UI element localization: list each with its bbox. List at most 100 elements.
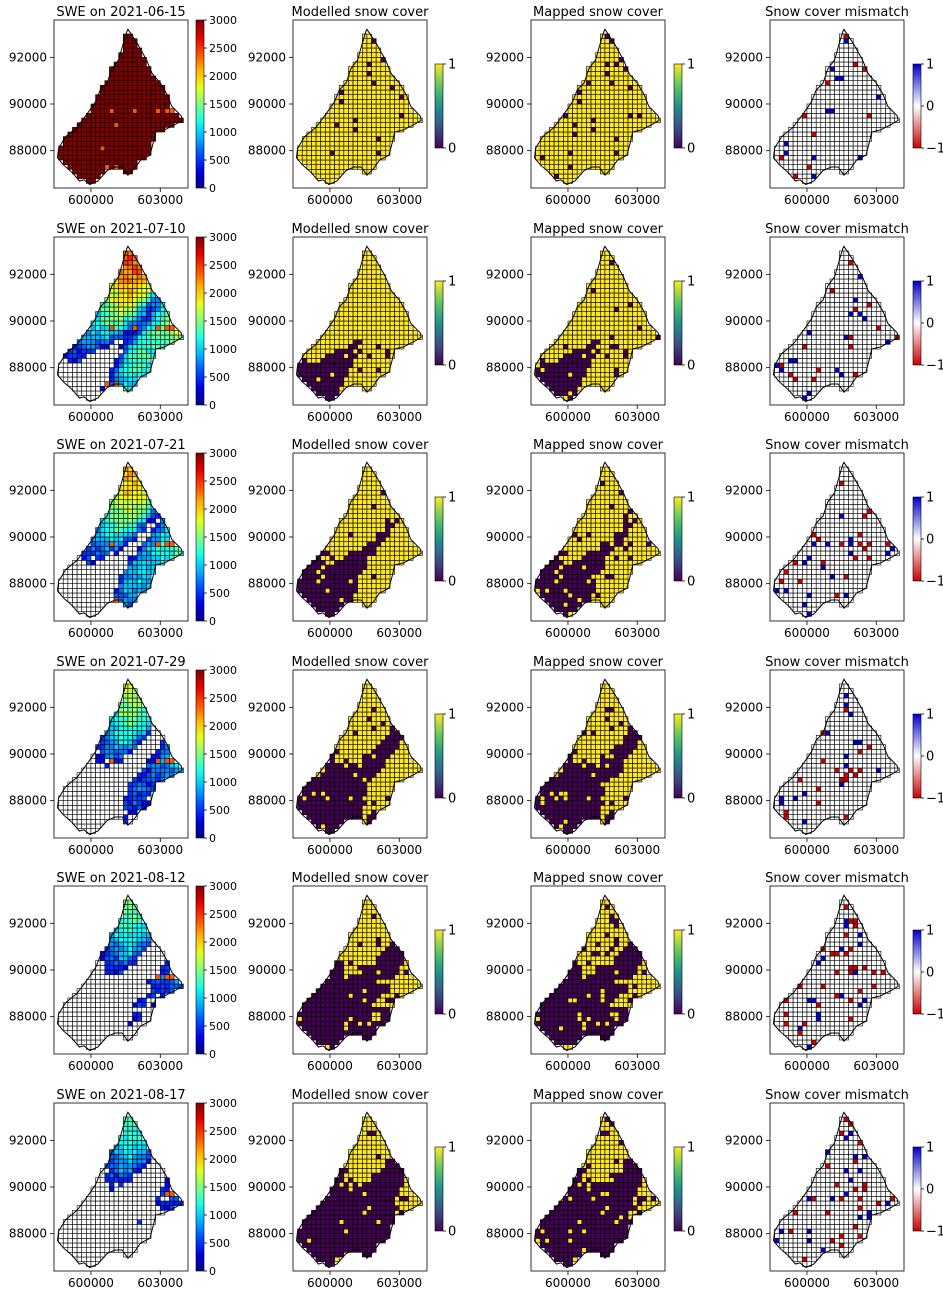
mismatch-cell bbox=[829, 532, 835, 538]
swe-cell bbox=[118, 320, 124, 326]
swe-cell bbox=[81, 358, 87, 364]
mapped-cell bbox=[595, 89, 601, 95]
map-area bbox=[772, 461, 900, 619]
mapped-cell bbox=[595, 127, 601, 133]
swe-cell bbox=[123, 278, 129, 284]
mapped-cell bbox=[549, 362, 555, 368]
mapped-cell bbox=[553, 344, 560, 350]
mapped-cell bbox=[604, 518, 610, 524]
mismatch-cell bbox=[820, 320, 826, 326]
swe-cell bbox=[132, 560, 138, 566]
modelled-cell bbox=[325, 560, 331, 566]
swe-cell bbox=[123, 550, 129, 556]
mapped-cell bbox=[609, 588, 615, 594]
modelled-cell bbox=[362, 150, 368, 156]
modelled-cell bbox=[329, 564, 335, 570]
swe-cell bbox=[127, 47, 133, 53]
mapped-cell bbox=[586, 560, 592, 566]
mapped-cell bbox=[627, 89, 633, 95]
modelled-cell bbox=[385, 108, 391, 114]
mapped-cell bbox=[604, 127, 610, 133]
swe-cell bbox=[95, 597, 101, 603]
modelled-cell bbox=[362, 94, 368, 100]
modelled-cell bbox=[329, 339, 335, 345]
mismatch-cell bbox=[839, 136, 845, 142]
mismatch-cell bbox=[834, 131, 840, 137]
swe-cell bbox=[58, 150, 64, 156]
colorbar-tick-label: 1 bbox=[926, 275, 934, 290]
swe-cell bbox=[123, 583, 129, 589]
mapped-cell bbox=[618, 145, 624, 151]
swe-cell bbox=[155, 94, 161, 100]
mismatch-cell bbox=[857, 66, 863, 72]
mapped-cell bbox=[558, 150, 564, 156]
modelled-cell bbox=[385, 80, 391, 86]
mapped-cell bbox=[604, 334, 610, 340]
panel-title: Mapped snow cover bbox=[533, 5, 664, 20]
mismatch-cell bbox=[820, 522, 826, 528]
modelled-cell bbox=[371, 155, 377, 161]
mapped-cell bbox=[590, 550, 596, 556]
mapped-cell bbox=[567, 164, 573, 170]
modelled-cell bbox=[362, 316, 368, 322]
mapped-cell bbox=[572, 606, 578, 612]
modelled-cell bbox=[297, 367, 303, 373]
modelled-cell bbox=[343, 358, 349, 364]
mismatch-cell bbox=[806, 550, 812, 556]
modelled-cell bbox=[306, 362, 312, 368]
swe-cell bbox=[146, 80, 152, 86]
mapped-cell bbox=[581, 330, 587, 336]
mismatch-cell bbox=[843, 264, 849, 270]
swe-cell bbox=[86, 155, 92, 161]
modelled-cell bbox=[371, 47, 377, 53]
modelled-cell bbox=[371, 504, 377, 510]
modelled-cell bbox=[338, 578, 345, 584]
modelled-cell bbox=[348, 367, 354, 373]
mapped-cell bbox=[590, 99, 596, 105]
modelled-cell bbox=[375, 485, 382, 491]
mismatch-cell bbox=[857, 113, 863, 119]
mismatch-cell bbox=[788, 376, 794, 382]
modelled-cell bbox=[366, 80, 372, 86]
mapped-cell bbox=[600, 75, 606, 81]
mismatch-cell bbox=[839, 376, 845, 382]
mapped-cell bbox=[609, 494, 615, 500]
mapped-cell bbox=[563, 578, 569, 584]
mapped-cell bbox=[567, 555, 573, 561]
mapped-cell bbox=[590, 141, 596, 147]
swe-cell bbox=[123, 320, 129, 326]
mismatch-cell bbox=[862, 297, 868, 303]
mismatch-cell bbox=[862, 75, 868, 81]
mismatch-cell bbox=[848, 43, 854, 49]
swe-cell bbox=[109, 145, 115, 151]
modelled-cell bbox=[362, 99, 368, 105]
modelled-cell bbox=[352, 99, 358, 105]
swe-cell bbox=[146, 113, 152, 119]
mapped-cell bbox=[590, 353, 596, 359]
mapped-cell bbox=[549, 155, 555, 161]
swe-cell bbox=[113, 541, 119, 547]
swe-cell bbox=[86, 381, 92, 387]
swe-cell bbox=[113, 550, 119, 556]
modelled-cell bbox=[343, 145, 349, 151]
swe-cell bbox=[136, 288, 143, 294]
modelled-cell bbox=[398, 334, 405, 340]
mismatch-cell bbox=[825, 108, 831, 114]
modelled-cell bbox=[329, 569, 335, 575]
mapped-cell bbox=[600, 494, 606, 500]
colorbar-tick-label: 1 bbox=[687, 58, 695, 73]
swe-cell bbox=[132, 94, 138, 100]
mapped-cell bbox=[595, 75, 601, 81]
mismatch-cell bbox=[852, 288, 859, 294]
mapped-cell bbox=[618, 108, 624, 114]
mapped-cell bbox=[572, 339, 578, 345]
mapped-cell bbox=[544, 358, 550, 364]
swe-cell bbox=[118, 117, 124, 123]
mapped-cell bbox=[609, 292, 615, 298]
modelled-cell bbox=[375, 131, 382, 137]
modelled-cell bbox=[375, 490, 382, 496]
mismatch-cell bbox=[797, 386, 803, 392]
mapped-cell bbox=[600, 490, 606, 496]
modelled-cell bbox=[389, 94, 395, 100]
mismatch-cell bbox=[820, 85, 826, 91]
